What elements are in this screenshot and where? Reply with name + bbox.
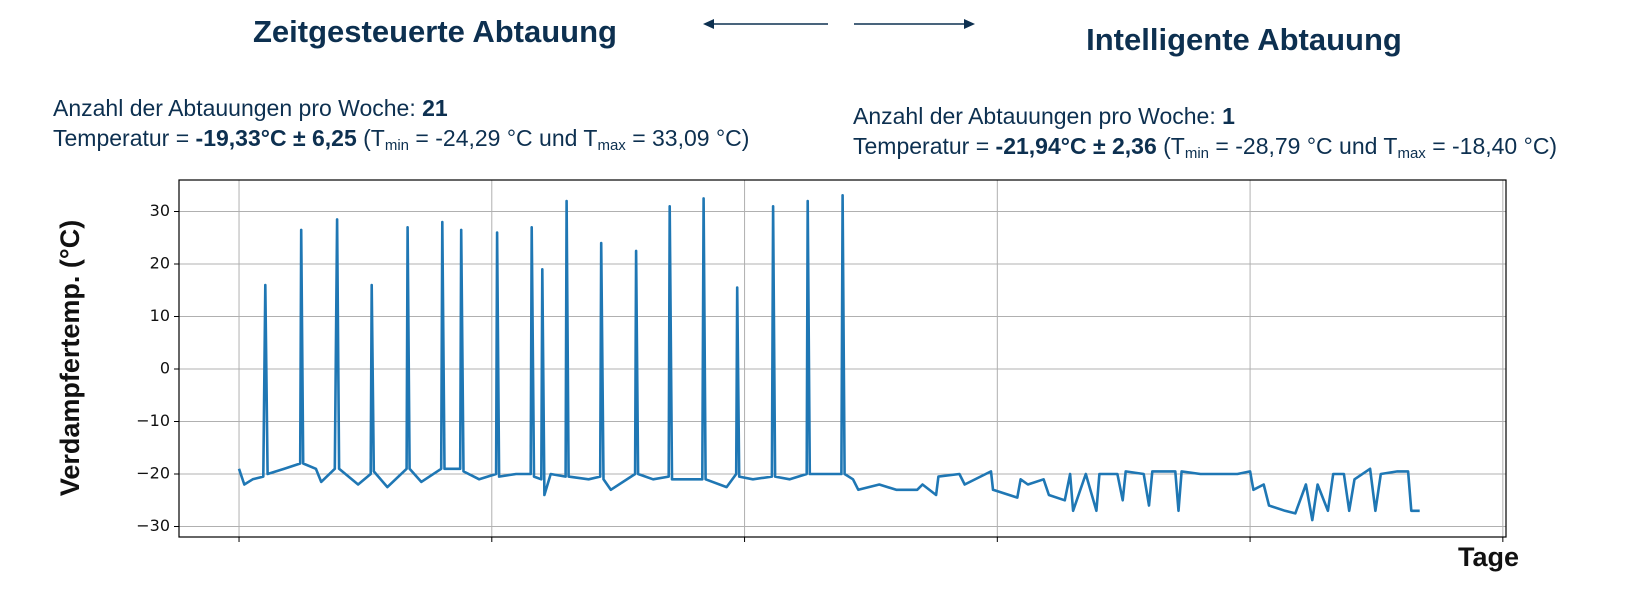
stats-left: Anzahl der Abtauungen pro Woche: 21 Temp… [53,93,749,153]
temp-line: Temperatur = -21,94°C ± 2,36 (Tmin = -28… [853,131,1557,161]
y-tick-label: −20 [136,464,170,483]
count-label: Anzahl der Abtauungen pro Woche: [53,95,416,121]
y-tick-label: 30 [150,201,170,220]
range-sub: min [1184,145,1210,162]
range: = -24,29 °C und T [415,125,598,151]
arrow-head [703,19,714,29]
range-sub: min [384,137,410,154]
count: 21 [422,95,448,121]
y-axis-label: Verdampfertemp. (°C) [55,220,85,496]
count-line: Anzahl der Abtauungen pro Woche: 21 [53,93,749,123]
temp-label: Temperatur = [853,133,990,159]
y-tick-label: 10 [150,306,170,325]
count-line: Anzahl der Abtauungen pro Woche: 1 [853,101,1557,131]
title-right: Intelligente Abtauung [1086,22,1402,57]
plot-frame [178,179,1507,538]
stats-right: Anzahl der Abtauungen pro Woche: 1 Tempe… [853,101,1557,161]
range: = -18,40 °C) [1432,133,1558,159]
temp-value: -19,33°C ± 6,25 [195,125,357,151]
title-left: Zeitgesteuerte Abtauung [253,14,617,49]
range: = -28,79 °C und T [1215,133,1398,159]
arrows [703,19,975,29]
y-tick-label: −10 [136,411,170,430]
range: (T [1163,133,1185,159]
arrow-head [964,19,975,29]
x-axis-label: Tage [1458,542,1519,572]
count-label: Anzahl der Abtauungen pro Woche: [853,103,1216,129]
y-tick-label: 20 [150,254,170,273]
data-line [237,194,1420,522]
range: = 33,09 °C) [632,125,750,151]
y-tick-label: −30 [136,516,170,535]
temp-line: Temperatur = -19,33°C ± 6,25 (Tmin = -24… [53,123,749,153]
range-sub: max [597,137,626,154]
y-tick-label: 0 [160,359,170,378]
count: 1 [1222,103,1235,129]
temp-label: Temperatur = [53,125,190,151]
range: (T [363,125,385,151]
temp-value: -21,94°C ± 2,36 [995,133,1157,159]
range-sub: max [1397,145,1426,162]
